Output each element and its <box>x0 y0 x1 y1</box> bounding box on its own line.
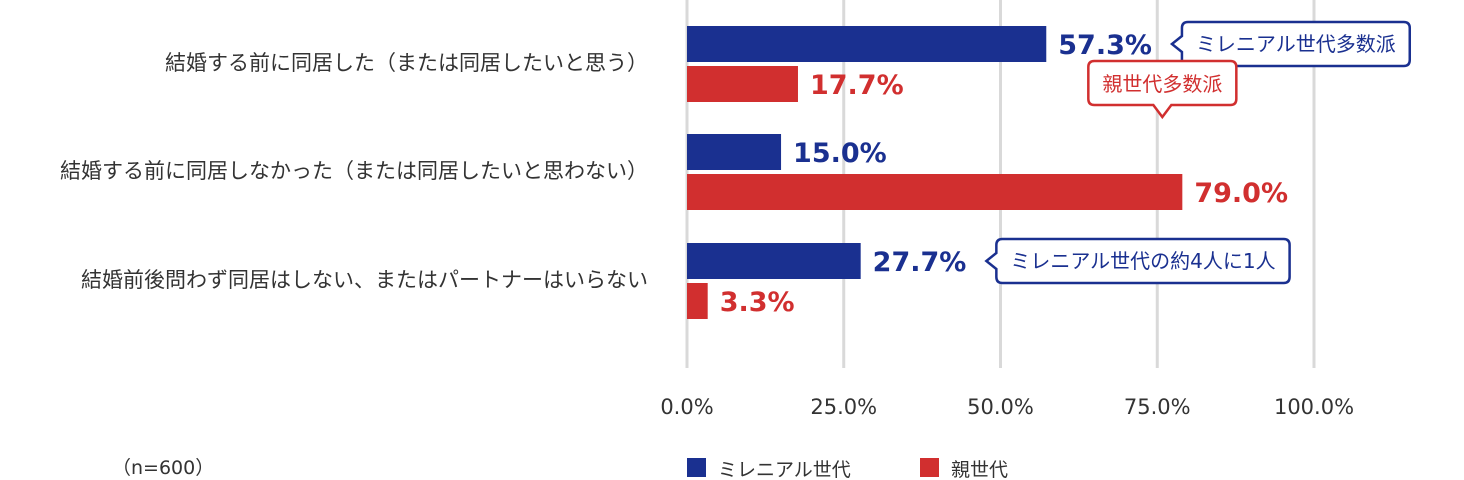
annotation-1: 親世代多数派 <box>1087 59 1238 120</box>
data-label-millennial-2: 27.7% <box>873 247 967 278</box>
annotation-text-2: ミレニアル世代の約4人に1人 <box>1010 249 1275 273</box>
bar-millennial-1 <box>687 134 782 170</box>
category-label-0: 結婚する前に同居した（または同居したいと思う） <box>165 51 648 75</box>
x-tick-label-3: 75.0% <box>1124 395 1191 419</box>
bar-parent-0 <box>687 66 798 102</box>
x-tick-label-4: 100.0% <box>1274 395 1354 419</box>
legend-swatch-millennial <box>687 458 706 477</box>
annotation-box-2 <box>984 237 1291 285</box>
bars <box>687 26 1183 319</box>
bar-parent-1 <box>687 174 1183 210</box>
legend-swatch-parent <box>920 458 939 477</box>
annotation-2: ミレニアル世代の約4人に1人 <box>984 237 1291 285</box>
sample-size-note: （n=600） <box>112 457 214 479</box>
x-tick-label-2: 50.0% <box>967 395 1034 419</box>
legend-label-parent: 親世代 <box>951 459 1008 480</box>
x-axis-tick-labels: 0.0% 25.0% 50.0% 75.0% 100.0% <box>660 395 1354 419</box>
x-tick-label-1: 25.0% <box>810 395 877 419</box>
annotation-0: ミレニアル世代多数派 <box>1169 20 1412 68</box>
legend-label-millennial: ミレニアル世代 <box>718 459 851 480</box>
data-label-parent-2: 3.3% <box>720 287 795 318</box>
legend: ミレニアル世代 親世代 <box>687 458 1008 480</box>
category-label-1: 結婚する前に同居しなかった（または同居したいと思わない） <box>60 159 648 183</box>
data-label-millennial-0: 57.3% <box>1058 30 1152 61</box>
data-label-parent-1: 79.0% <box>1194 178 1288 209</box>
annotation-box-1 <box>1087 59 1238 120</box>
data-labels: 57.3% 15.0% 27.7% 17.7% 79.0% 3.3% <box>720 30 1288 318</box>
category-label-2: 結婚前後問わず同居はしない、またはパートナーはいらない <box>81 268 648 292</box>
data-label-millennial-1: 15.0% <box>793 138 887 169</box>
bar-parent-2 <box>687 283 708 319</box>
annotation-text-1: 親世代多数派 <box>1102 72 1222 96</box>
data-label-parent-0: 17.7% <box>810 70 904 101</box>
bar-millennial-0 <box>687 26 1047 62</box>
annotation-text-0: ミレニアル世代多数派 <box>1196 32 1396 56</box>
category-labels: 結婚する前に同居した（または同居したいと思う） 結婚する前に同居しなかった（または… <box>60 51 648 292</box>
x-tick-label-0: 0.0% <box>660 395 713 419</box>
bar-millennial-2 <box>687 243 861 279</box>
